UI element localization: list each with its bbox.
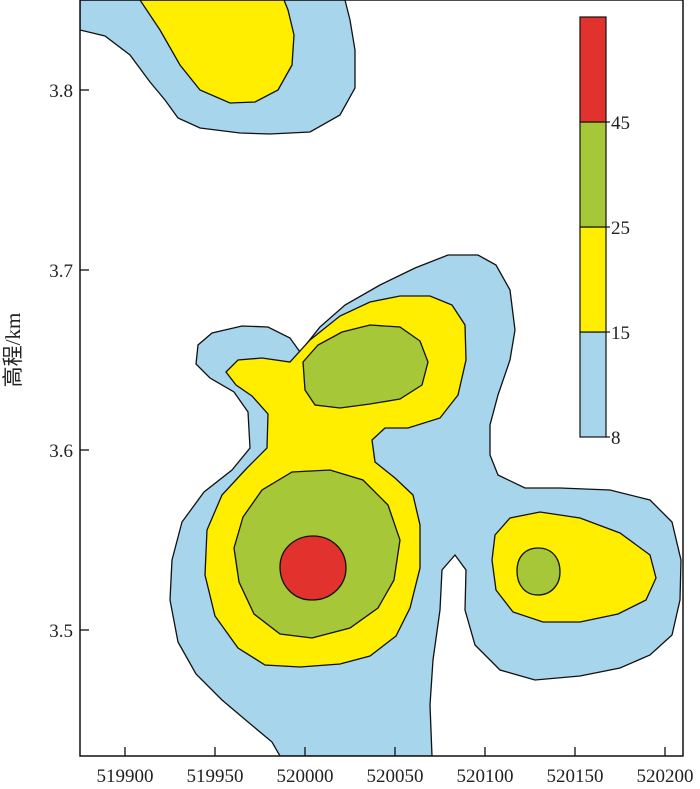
colorbar-band <box>579 121 607 228</box>
colorbar-tick-label: 45 <box>611 113 630 134</box>
contour-band-25-central <box>302 324 429 409</box>
plot-frame <box>79 0 684 757</box>
y-tick-label: 3.7 <box>49 261 73 282</box>
colorbar-band <box>579 16 607 123</box>
colorbar-band <box>579 226 607 333</box>
x-tick-label: 519900 <box>97 766 154 787</box>
y-tick-label: 3.6 <box>49 441 73 462</box>
x-tick-label: 520000 <box>277 766 334 787</box>
y-tick-label: 3.5 <box>49 621 73 642</box>
x-tick-label: 520200 <box>637 766 694 787</box>
contour-band-45-main <box>279 535 347 601</box>
x-tick-label: 519950 <box>187 766 244 787</box>
colorbar-tick-label: 8 <box>611 428 621 449</box>
colorbar-tick-label: 15 <box>611 323 630 344</box>
x-tick-label: 520100 <box>457 766 514 787</box>
axes: 519900 519950 520000 520050 520100 520150 5202… <box>49 81 693 787</box>
colorbar-band <box>579 331 607 438</box>
plot-area <box>80 0 682 756</box>
x-tick-label: 520150 <box>547 766 604 787</box>
y-tick-label: 3.8 <box>49 81 73 102</box>
contour-band-25-east <box>516 547 561 596</box>
colorbar-tick-label: 25 <box>611 218 630 239</box>
y-axis-label: 高程/km <box>1 313 25 388</box>
colorbar: 8 15 25 45 <box>579 16 630 449</box>
x-tick-label: 520050 <box>367 766 424 787</box>
contour-band-15-north <box>139 0 295 104</box>
